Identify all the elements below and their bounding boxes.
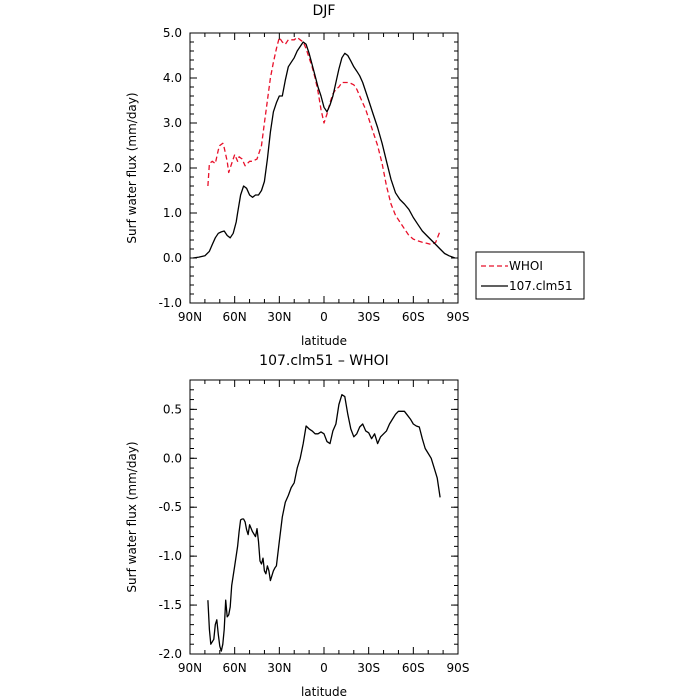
y-tick-label: 4.0 [163, 71, 182, 85]
x-tick-label: 30S [357, 661, 380, 675]
x-tick-label: 90S [447, 661, 470, 675]
y-tick-label: 2.0 [163, 161, 182, 175]
y-tick-label: 0.0 [163, 251, 182, 265]
chart-title: 107.clm51 – WHOI [259, 353, 389, 369]
y-tick-label: 3.0 [163, 116, 182, 130]
x-axis: 90N 60N 30N 0 30S 60S 90S [178, 380, 470, 675]
plot-frame [189, 379, 459, 655]
x-axis: 90N 60N 30N 0 30S 60S 90S [178, 33, 470, 324]
plot-series [207, 394, 441, 652]
series-line [207, 394, 441, 652]
y-tick-label: 0.0 [163, 451, 182, 465]
chart-title: DJF [313, 3, 336, 19]
y-axis-label: Surf water flux (mm/day) [125, 441, 139, 592]
y-tick-label: -1.0 [159, 296, 182, 310]
x-axis-label: latitude [301, 334, 347, 348]
chart-bottom-panel: 107.clm51 – WHOI 90N 60N 30N 0 30S 60S 90S -2.… [125, 353, 469, 699]
x-tick-label: 30N [267, 661, 291, 675]
y-axis: -1.0 0.0 1.0 2.0 3.0 4.0 5.0 [159, 26, 458, 310]
x-tick-label: 90N [178, 661, 202, 675]
x-tick-label: 60N [223, 310, 247, 324]
x-tick-label: 90N [178, 310, 202, 324]
x-tick-label: 60S [402, 310, 425, 324]
x-axis-label: latitude [301, 685, 347, 699]
x-tick-label: 30S [357, 310, 380, 324]
y-tick-label: -0.5 [159, 500, 182, 514]
chart-top-panel: DJF 90N 60N 30N 0 30S 60S 90S -1.0 0.0 1.0 2.0 3.0… [125, 3, 585, 348]
x-tick-label: 0 [320, 310, 328, 324]
x-tick-label: 0 [320, 661, 328, 675]
plot-frame [189, 32, 459, 304]
y-tick-label: 5.0 [163, 26, 182, 40]
x-tick-label: 60S [402, 661, 425, 675]
series-line [192, 41, 456, 259]
y-axis: -2.0 -1.5 -1.0 -0.5 0.0 0.5 [159, 379, 458, 661]
series-line [207, 36, 441, 246]
legend-label-clm51: 107.clm51 [509, 279, 573, 293]
legend-label-whoi: WHOI [509, 259, 543, 273]
legend: WHOI 107.clm51 [475, 251, 585, 300]
plot-series [192, 36, 456, 259]
x-tick-label: 30N [267, 310, 291, 324]
y-tick-label: 0.5 [163, 402, 182, 416]
y-axis-label: Surf water flux (mm/day) [125, 92, 139, 243]
y-tick-label: -1.5 [159, 598, 182, 612]
x-tick-label: 60N [223, 661, 247, 675]
x-tick-label: 90S [447, 310, 470, 324]
y-tick-label: 1.0 [163, 206, 182, 220]
y-tick-label: -1.0 [159, 549, 182, 563]
legend-box [475, 251, 585, 300]
y-tick-label: -2.0 [159, 647, 182, 661]
